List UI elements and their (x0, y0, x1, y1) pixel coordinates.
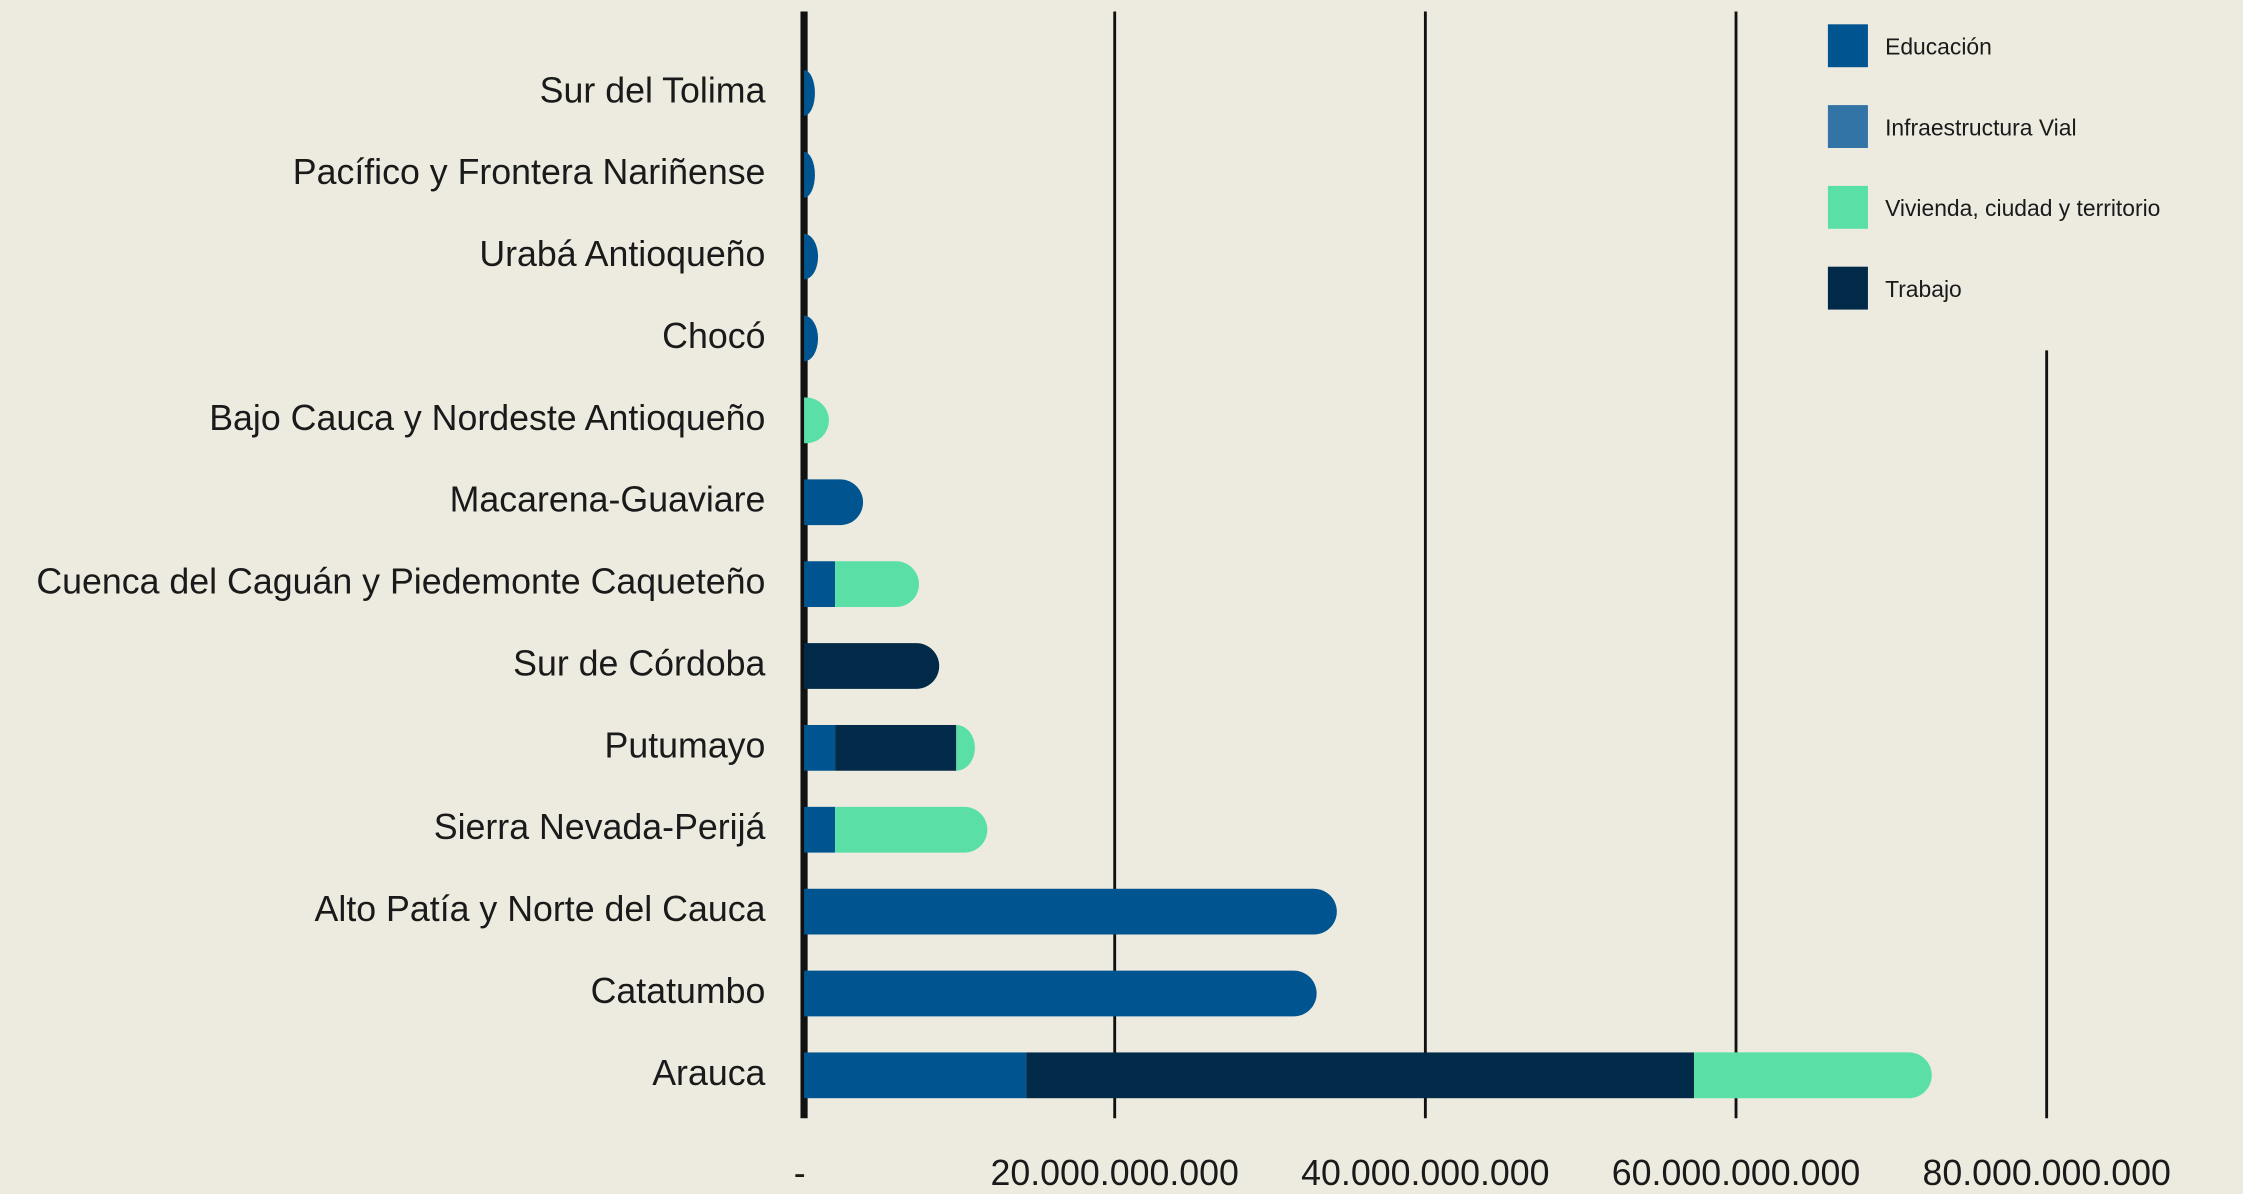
category-label: Cuenca del Caguán y Piedemonte Caqueteño (36, 562, 765, 602)
category-label: Sur de Córdoba (513, 643, 765, 683)
x-tick-label: 60.000.000.000 (1612, 1153, 1860, 1193)
category-label: Chocó (662, 316, 765, 356)
bar-segment (804, 233, 819, 280)
x-tick-label: 40.000.000.000 (1301, 1153, 1549, 1193)
bar-segment (835, 806, 988, 853)
bar-segment (956, 724, 975, 771)
bar-segment (804, 479, 864, 526)
bar-segment (804, 724, 836, 771)
bar-segment (804, 70, 815, 116)
bar-segment (804, 151, 815, 198)
legend-swatch (1827, 185, 1868, 229)
category-label: Macarena-Guaviare (450, 480, 766, 520)
category-label: Alto Patía y Norte del Cauca (315, 889, 766, 929)
x-tick-label: 80.000.000.000 (1922, 1153, 2170, 1193)
category-label: Putumayo (605, 725, 766, 765)
legend-swatch (1827, 266, 1868, 310)
category-label: Sur del Tolima (540, 70, 766, 110)
bar-segment (804, 806, 836, 853)
category-label: Urabá Antioqueño (479, 234, 765, 274)
category-label: Sierra Nevada-Perijá (434, 807, 766, 847)
legend-label: Infraestructura Vial (1885, 114, 2076, 140)
x-tick-label: - (794, 1153, 806, 1193)
bar-segment (804, 888, 1337, 935)
legend-label: Educación (1885, 34, 1992, 60)
legend-label: Trabajo (1885, 276, 1962, 302)
bar-segment (1694, 1052, 1932, 1099)
category-label: Arauca (652, 1053, 765, 1093)
bar-segment (804, 315, 819, 362)
x-tick-label: 20.000.000.000 (991, 1153, 1239, 1193)
legend-swatch (1827, 24, 1868, 68)
bar-segment (1026, 1052, 1695, 1099)
bar-segment (835, 724, 957, 771)
bar-segment (804, 561, 836, 608)
bar-segment (804, 970, 1317, 1017)
bar-segment (804, 643, 940, 689)
category-label: Bajo Cauca y Nordeste Antioqueño (209, 398, 765, 438)
bar-segment (804, 397, 829, 444)
bar-segment (804, 1052, 1027, 1099)
bar-segment (835, 561, 919, 608)
legend-label: Vivienda, ciudad y territorio (1885, 195, 2160, 221)
category-label: Pacífico y Frontera Nariñense (293, 152, 766, 192)
category-label: Catatumbo (591, 971, 766, 1011)
legend-swatch (1827, 105, 1868, 148)
